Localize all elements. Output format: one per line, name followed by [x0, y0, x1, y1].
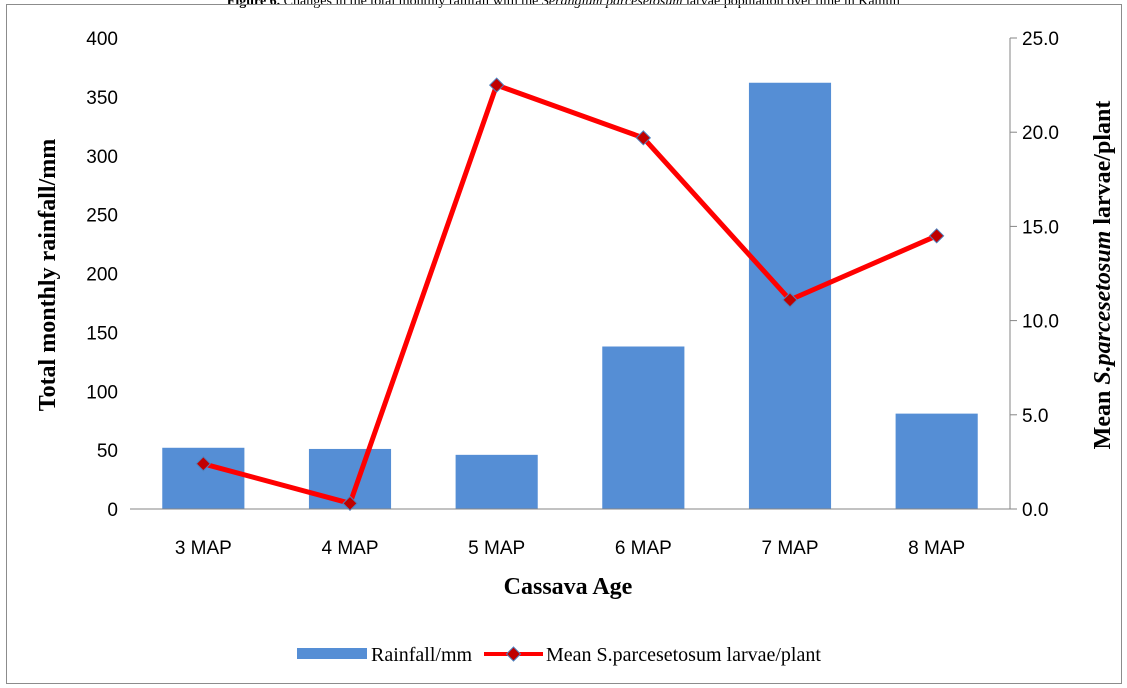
x-tick-label: 6 MAP	[615, 538, 672, 559]
y2-axis-title-suffix: larvae/plant	[1090, 101, 1116, 231]
x-tick-label: 5 MAP	[468, 538, 525, 559]
x-tick-label: 4 MAP	[321, 538, 378, 559]
y2-tick-label: 25.0	[1022, 29, 1059, 50]
bars-layer	[162, 82, 978, 510]
y-tick-label: 400	[86, 29, 118, 50]
y2-tick-label: 10.0	[1022, 312, 1059, 333]
marker-larvae-3	[635, 130, 652, 146]
y2-tick-label: 5.0	[1022, 406, 1048, 427]
y-tick-label: 350	[86, 88, 118, 109]
y-tick-label: 300	[86, 147, 118, 168]
marker-larvae-2	[488, 77, 505, 93]
marker-larvae-1	[342, 495, 358, 512]
y-tick-label: 50	[97, 441, 118, 462]
legend-label-rainfall: Rainfall/mm	[371, 644, 473, 666]
y-tick-label: 250	[86, 206, 118, 227]
y-tick-label: 100	[86, 382, 118, 403]
line-larvae	[202, 82, 938, 506]
legend-marker-larvae	[505, 646, 522, 662]
axes-layer: 0 50 100 150 200 250 300 350 400 0.0 5.0 10.0 15.0 20…	[86, 29, 1059, 559]
x-axis-title: Cassava Age	[504, 574, 633, 600]
y-tick-label: 200	[86, 265, 118, 286]
x-tick-label: 3 MAP	[175, 538, 232, 559]
y2-axis-title-species: S.parcesetosum	[1090, 231, 1116, 385]
marker-larvae-4	[782, 292, 798, 308]
x-tick-label: 7 MAP	[761, 538, 818, 559]
y2-axis-title: Mean S.parcesetosum larvae/plant	[1090, 101, 1116, 450]
legend-label-larvae: Mean S.parcesetosum larvae/plant	[546, 644, 821, 666]
bar-rainfall-2	[455, 454, 538, 509]
x-tick-label: 8 MAP	[908, 538, 965, 559]
legend-swatch-rainfall	[297, 648, 367, 659]
y2-axis-title-prefix: Mean	[1090, 385, 1116, 450]
y-tick-label: 150	[86, 323, 118, 344]
bar-rainfall-5	[895, 413, 978, 509]
y2-tick-label: 15.0	[1022, 217, 1059, 238]
line-layer	[195, 77, 945, 512]
legend: Rainfall/mm Mean S.parcesetosum larvae/p…	[297, 644, 821, 666]
y-tick-label: 0	[107, 500, 118, 521]
bar-rainfall-3	[602, 346, 685, 509]
y2-tick-label: 0.0	[1022, 500, 1048, 521]
marker-larvae-5	[928, 228, 945, 244]
marker-larvae-0	[195, 456, 212, 472]
y-axis-title: Total monthly rainfall/mm	[35, 139, 61, 411]
y2-tick-label: 20.0	[1022, 123, 1059, 144]
chart-frame	[6, 4, 1122, 684]
